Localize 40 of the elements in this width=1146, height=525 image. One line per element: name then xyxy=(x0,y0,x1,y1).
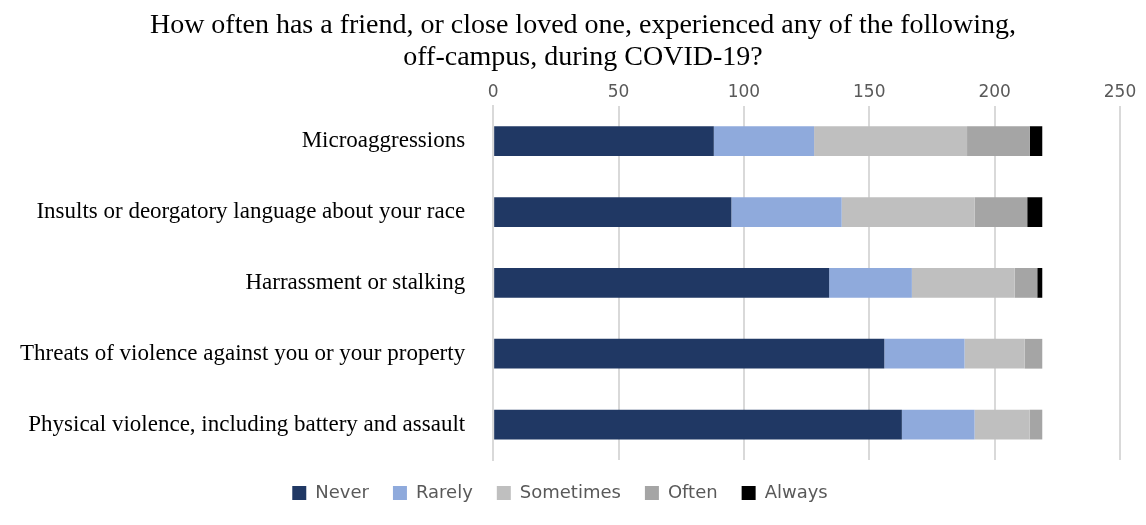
bar xyxy=(974,197,1028,227)
bar xyxy=(494,126,714,157)
bar xyxy=(494,409,902,440)
chart-title: How often has a friend, or close loved one, experienced any of the following, off-campus, during COVID-19? xyxy=(148,8,1018,72)
legend-label: Always xyxy=(764,480,828,502)
bar xyxy=(1037,268,1043,298)
x-tick-label: 50 xyxy=(607,81,630,102)
bar xyxy=(884,338,965,369)
legend-label: Often xyxy=(667,480,718,502)
bar xyxy=(1029,409,1043,440)
bar xyxy=(1027,197,1043,227)
x-tick-label: 150 xyxy=(853,81,886,102)
bar xyxy=(1014,268,1038,298)
bar xyxy=(494,338,885,369)
bar xyxy=(1024,338,1043,369)
legend-label: Never xyxy=(315,480,370,502)
y-tick-label: Microaggressions xyxy=(301,127,466,153)
bar xyxy=(494,268,830,298)
bar xyxy=(731,197,842,227)
y-tick-label: Harrassment or stalking xyxy=(245,268,466,294)
bar xyxy=(964,338,1025,369)
bar xyxy=(713,126,815,157)
bar xyxy=(967,126,1030,157)
bar xyxy=(841,197,975,227)
legend-label: Rarely xyxy=(415,480,474,502)
y-tick-label: Physical violence, including battery and assault xyxy=(28,410,466,436)
x-tick-label: 100 xyxy=(727,81,761,102)
bar xyxy=(974,409,1030,440)
bar xyxy=(829,268,912,298)
bar xyxy=(494,197,732,227)
bar xyxy=(911,268,1015,298)
bar xyxy=(814,126,968,157)
bar xyxy=(1029,126,1043,157)
x-tick-label: 0 xyxy=(487,81,499,102)
x-tick-label: 250 xyxy=(1103,81,1137,102)
y-tick-label: Threats of violence against you or your property xyxy=(19,339,466,365)
y-tick-label: Insults or deorgatory language about your race xyxy=(36,198,466,224)
x-tick-label: 200 xyxy=(978,81,1011,102)
bar xyxy=(901,409,975,440)
legend-label: Sometimes xyxy=(519,480,621,502)
